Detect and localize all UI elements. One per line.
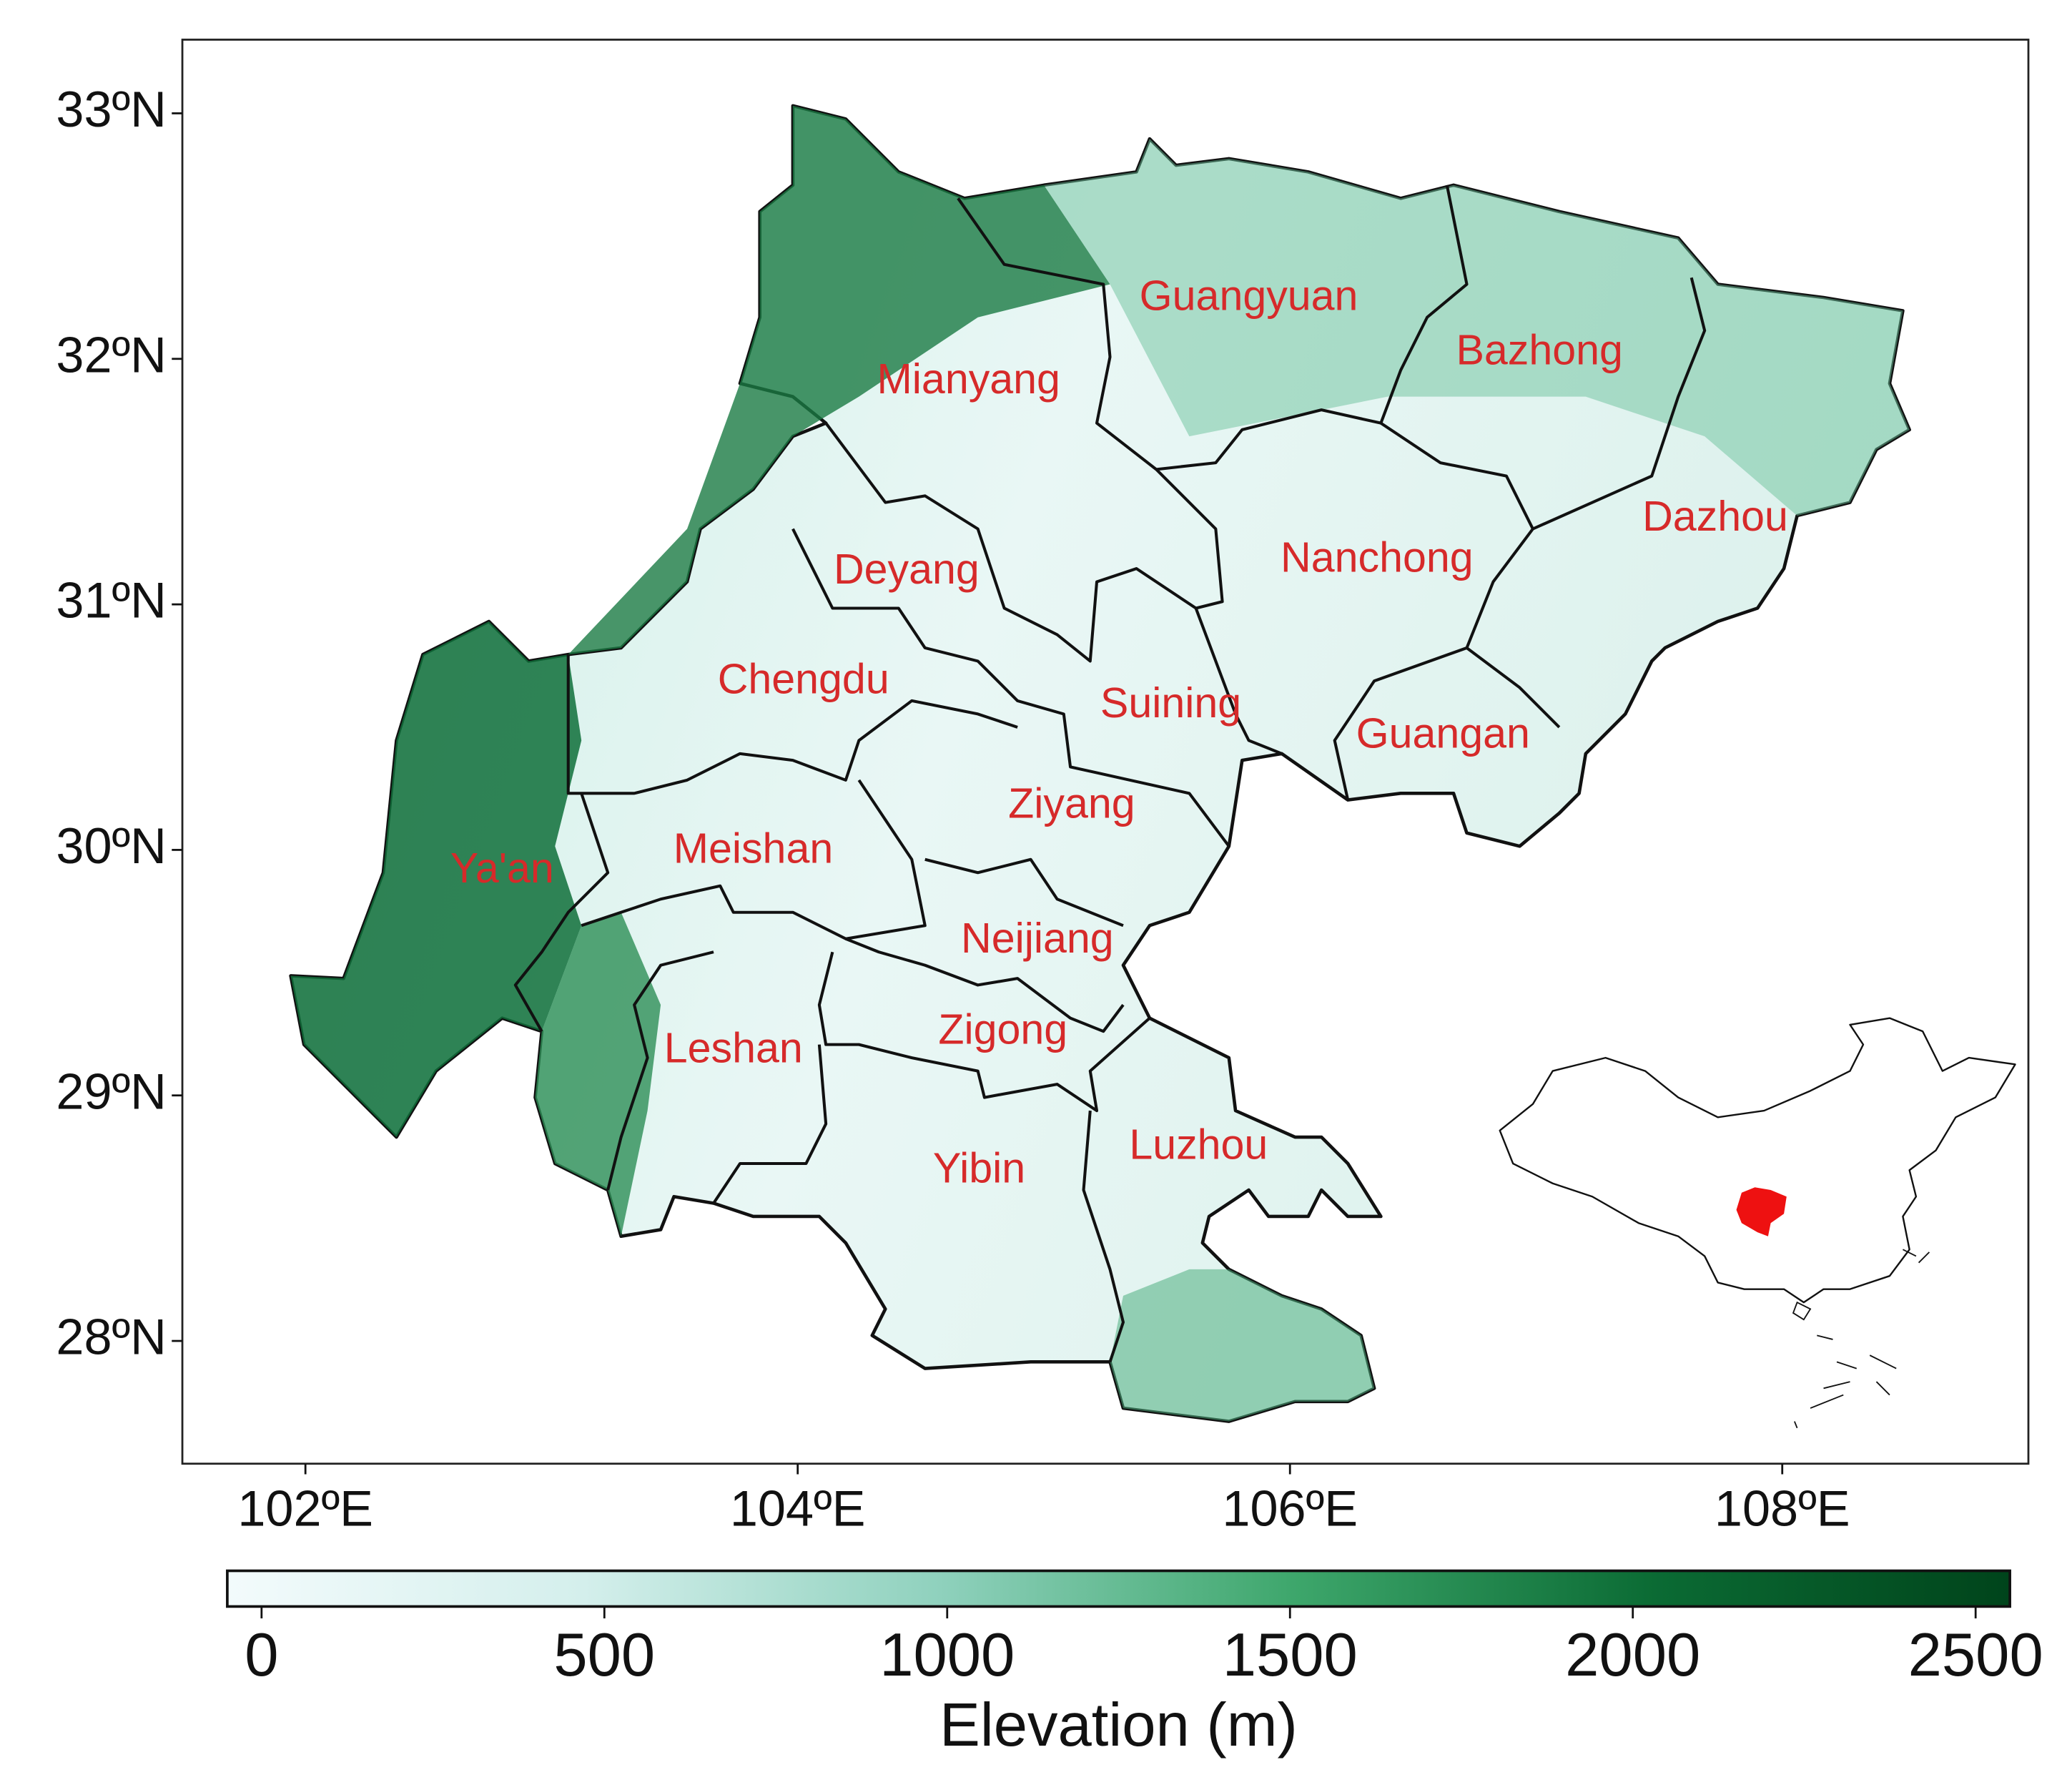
mountains-southwest [535, 912, 661, 1236]
region-label: Luzhou [1129, 1120, 1268, 1168]
region-label: Mianyang [877, 355, 1060, 403]
x-tick-label: 108ºE [1715, 1480, 1850, 1537]
colorbar-tick-label: 2500 [1908, 1621, 2043, 1689]
x-tick-label: 106ºE [1222, 1480, 1358, 1537]
boundary [513, 792, 610, 1033]
boundary [581, 779, 927, 940]
colorbar-tick-label: 1000 [879, 1621, 1015, 1689]
region-label: Neijiang [961, 914, 1114, 962]
mountains-west [290, 621, 582, 1138]
boundary [824, 422, 1283, 755]
y-tick-label: 29ºN [56, 1063, 166, 1119]
y-tick-label: 28ºN [56, 1309, 166, 1365]
islands [1792, 1249, 1930, 1429]
region-label: Meishan [674, 824, 834, 872]
region-label: Guangan [1356, 709, 1530, 757]
region-label: Guangyuan [1140, 271, 1358, 319]
region-label: Deyang [834, 545, 980, 593]
boundary [712, 1044, 828, 1204]
boundary [924, 857, 1124, 928]
boundary [957, 197, 1224, 610]
boundary [566, 654, 1018, 795]
region-label: Dazhou [1642, 492, 1788, 540]
region-label: Leshan [664, 1023, 803, 1071]
region-label: Ya'an [450, 844, 554, 892]
region-label: Bazhong [1456, 325, 1622, 373]
colorbar-tick-label: 1500 [1223, 1621, 1358, 1689]
labels: 102ºE 104ºE 106ºE 108ºE 33ºN 32ºN 31ºN 30ºN 29ºN… [56, 81, 1850, 1537]
boundary [817, 951, 1151, 1113]
region-label: Zigong [938, 1005, 1067, 1053]
colorbar-tick-label: 2000 [1565, 1621, 1700, 1689]
colorbar-tick-label: 500 [553, 1621, 655, 1689]
colorbar-tick-label: 0 [245, 1621, 278, 1689]
region-label: Ziyang [1008, 779, 1135, 827]
boundary [845, 937, 1125, 1033]
x-tick-label: 102ºE [237, 1480, 373, 1537]
region-label: Nanchong [1281, 533, 1474, 581]
region-label: Suining [1100, 679, 1241, 727]
study-area-marker [1736, 1187, 1787, 1236]
y-tick-label: 31ºN [56, 572, 166, 629]
region-label: Chengdu [718, 655, 889, 703]
mountains-northwest [568, 105, 1110, 655]
colorbar [226, 1569, 2011, 1608]
hills-north [1044, 139, 1910, 516]
y-tick-label: 33ºN [56, 81, 166, 137]
basin-map [289, 104, 1911, 1423]
china-outline [1499, 1017, 2016, 1304]
boundary [791, 528, 1230, 847]
y-tick-label: 30ºN [56, 817, 166, 874]
boundary [1082, 1110, 1125, 1362]
region-label: Yibin [933, 1144, 1025, 1192]
boundary [1333, 646, 1468, 801]
china-inset [1499, 1017, 2016, 1429]
y-tick-label: 32ºN [56, 326, 166, 383]
colorbar-label: Elevation (m) [939, 1691, 1298, 1759]
boundary [1532, 277, 1707, 531]
x-tick-label: 104ºE [730, 1480, 866, 1537]
boundary [606, 950, 714, 1191]
boundary [1380, 421, 1561, 729]
hills-south [1110, 1269, 1375, 1422]
